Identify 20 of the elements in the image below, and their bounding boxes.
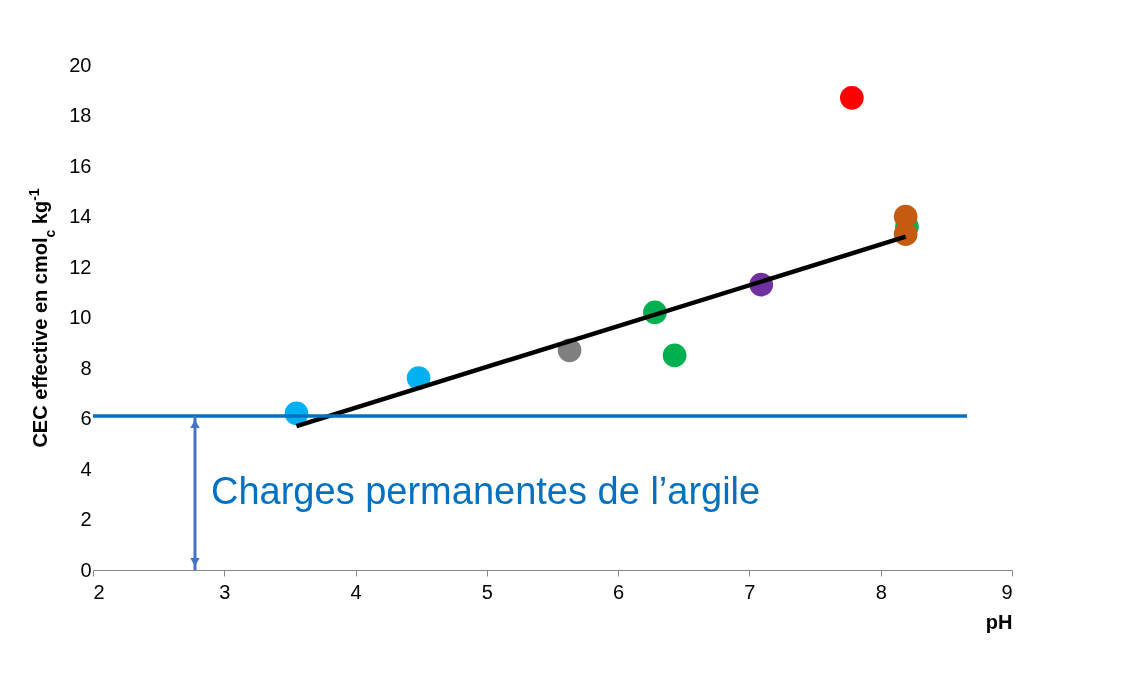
x-tick-label: 4 bbox=[350, 580, 362, 603]
y-tick-label: 10 bbox=[69, 306, 92, 328]
y-tick-label: 8 bbox=[80, 356, 92, 379]
x-tick-label: 3 bbox=[219, 580, 231, 603]
y-tick-label: 20 bbox=[69, 53, 92, 76]
y-tick-label: 18 bbox=[69, 104, 92, 126]
x-tick-label: 5 bbox=[481, 580, 493, 603]
y-tick-label: 4 bbox=[80, 457, 92, 480]
y-tick-label: 2 bbox=[80, 508, 92, 530]
y-tick-label: 6 bbox=[80, 407, 92, 429]
x-tick-label: 7 bbox=[744, 580, 756, 603]
ref-line-label: Charges permanentes de l’argile bbox=[211, 469, 761, 512]
y-tick-label: 14 bbox=[69, 205, 92, 227]
x-axis-title: pH bbox=[985, 610, 1013, 633]
y-tick-label: 0 bbox=[80, 558, 92, 581]
x-tick-label: 8 bbox=[875, 580, 887, 603]
y-tick-label: 12 bbox=[69, 255, 92, 278]
x-tick-label: 9 bbox=[1001, 580, 1013, 603]
x-tick-label: 6 bbox=[613, 580, 625, 603]
y-tick-label: 16 bbox=[69, 154, 92, 177]
